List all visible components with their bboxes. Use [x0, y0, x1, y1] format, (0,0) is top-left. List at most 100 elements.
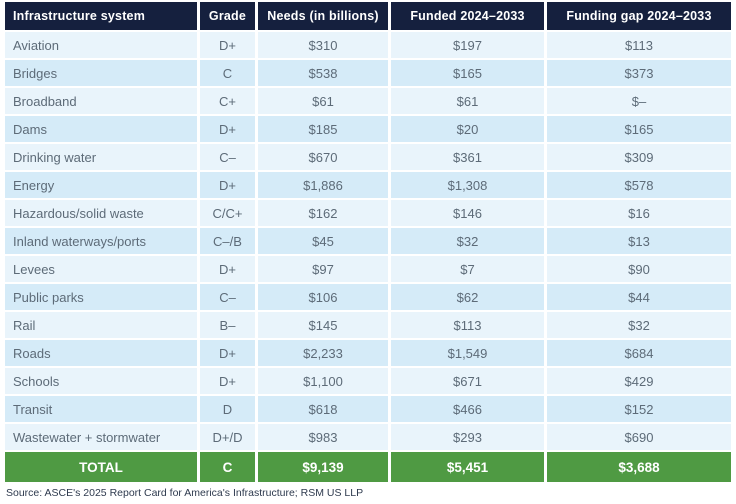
cell-system: Levees [5, 256, 197, 282]
cell-funding-gap: $165 [547, 116, 731, 142]
table-row: Aviation D+ $310 $197 $113 [5, 32, 731, 58]
cell-funding-gap: $429 [547, 368, 731, 394]
cell-system: Schools [5, 368, 197, 394]
cell-system: Hazardous/solid waste [5, 200, 197, 226]
cell-needs: $1,100 [258, 368, 388, 394]
cell-funding-gap: $32 [547, 312, 731, 338]
table-row: Dams D+ $185 $20 $165 [5, 116, 731, 142]
cell-grade: C– [200, 144, 255, 170]
cell-needs: $162 [258, 200, 388, 226]
total-funding-gap: $3,688 [547, 452, 731, 482]
column-header-infrastructure-system: Infrastructure system [5, 2, 197, 30]
cell-system: Public parks [5, 284, 197, 310]
cell-grade: B– [200, 312, 255, 338]
cell-funding-gap: $– [547, 88, 731, 114]
cell-grade: D+ [200, 116, 255, 142]
cell-needs: $670 [258, 144, 388, 170]
cell-grade: C– [200, 284, 255, 310]
cell-grade: C [200, 60, 255, 86]
cell-grade: C/C+ [200, 200, 255, 226]
cell-funding-gap: $13 [547, 228, 731, 254]
cell-system: Transit [5, 396, 197, 422]
table-row: Drinking water C– $670 $361 $309 [5, 144, 731, 170]
cell-system: Roads [5, 340, 197, 366]
cell-needs: $97 [258, 256, 388, 282]
cell-needs: $2,233 [258, 340, 388, 366]
cell-needs: $185 [258, 116, 388, 142]
cell-grade: D+ [200, 32, 255, 58]
cell-system: Drinking water [5, 144, 197, 170]
table-row: Broadband C+ $61 $61 $– [5, 88, 731, 114]
cell-funded: $62 [391, 284, 544, 310]
cell-needs: $618 [258, 396, 388, 422]
cell-needs: $45 [258, 228, 388, 254]
table-row: Rail B– $145 $113 $32 [5, 312, 731, 338]
cell-funding-gap: $309 [547, 144, 731, 170]
total-funded: $5,451 [391, 452, 544, 482]
total-needs: $9,139 [258, 452, 388, 482]
cell-grade: D+ [200, 172, 255, 198]
column-header-needs: Needs (in billions) [258, 2, 388, 30]
cell-funded: $466 [391, 396, 544, 422]
cell-needs: $538 [258, 60, 388, 86]
cell-funding-gap: $16 [547, 200, 731, 226]
cell-funded: $20 [391, 116, 544, 142]
cell-grade: C–/B [200, 228, 255, 254]
total-label: TOTAL [5, 452, 197, 482]
cell-grade: C+ [200, 88, 255, 114]
column-header-funding-gap: Funding gap 2024–2033 [547, 2, 731, 30]
cell-funded: $361 [391, 144, 544, 170]
cell-funded: $165 [391, 60, 544, 86]
column-header-grade: Grade [200, 2, 255, 30]
table-row: Hazardous/solid waste C/C+ $162 $146 $16 [5, 200, 731, 226]
cell-needs: $983 [258, 424, 388, 450]
cell-funding-gap: $373 [547, 60, 731, 86]
table-row: Roads D+ $2,233 $1,549 $684 [5, 340, 731, 366]
total-grade: C [200, 452, 255, 482]
cell-funding-gap: $578 [547, 172, 731, 198]
cell-needs: $1,886 [258, 172, 388, 198]
table-row: Energy D+ $1,886 $1,308 $578 [5, 172, 731, 198]
cell-system: Dams [5, 116, 197, 142]
cell-funded: $671 [391, 368, 544, 394]
table-row: Public parks C– $106 $62 $44 [5, 284, 731, 310]
cell-grade: D+ [200, 340, 255, 366]
cell-funded: $1,549 [391, 340, 544, 366]
source-note: Source: ASCE's 2025 Report Card for Amer… [6, 487, 364, 499]
cell-funding-gap: $113 [547, 32, 731, 58]
cell-system: Inland waterways/ports [5, 228, 197, 254]
cell-funding-gap: $90 [547, 256, 731, 282]
cell-funding-gap: $152 [547, 396, 731, 422]
cell-grade: D [200, 396, 255, 422]
total-row: TOTAL C $9,139 $5,451 $3,688 [5, 452, 731, 482]
column-header-funded: Funded 2024–2033 [391, 2, 544, 30]
cell-funded: $113 [391, 312, 544, 338]
cell-funded: $7 [391, 256, 544, 282]
cell-needs: $145 [258, 312, 388, 338]
cell-funding-gap: $44 [547, 284, 731, 310]
infrastructure-funding-table: Infrastructure system Grade Needs (in bi… [2, 0, 734, 484]
cell-funded: $32 [391, 228, 544, 254]
table-row: Inland waterways/ports C–/B $45 $32 $13 [5, 228, 731, 254]
cell-system: Wastewater + stormwater [5, 424, 197, 450]
cell-needs: $106 [258, 284, 388, 310]
cell-needs: $310 [258, 32, 388, 58]
cell-grade: D+ [200, 256, 255, 282]
cell-system: Bridges [5, 60, 197, 86]
header-row: Infrastructure system Grade Needs (in bi… [5, 2, 731, 30]
cell-system: Aviation [5, 32, 197, 58]
cell-system: Broadband [5, 88, 197, 114]
cell-funded: $1,308 [391, 172, 544, 198]
cell-funded: $61 [391, 88, 544, 114]
table-row: Bridges C $538 $165 $373 [5, 60, 731, 86]
table-row: Schools D+ $1,100 $671 $429 [5, 368, 731, 394]
table-body: Aviation D+ $310 $197 $113 Bridges C $53… [5, 32, 731, 450]
cell-funded: $197 [391, 32, 544, 58]
cell-funded: $146 [391, 200, 544, 226]
cell-grade: D+ [200, 368, 255, 394]
cell-funding-gap: $684 [547, 340, 731, 366]
cell-system: Rail [5, 312, 197, 338]
table-row: Levees D+ $97 $7 $90 [5, 256, 731, 282]
cell-grade: D+/D [200, 424, 255, 450]
cell-funded: $293 [391, 424, 544, 450]
